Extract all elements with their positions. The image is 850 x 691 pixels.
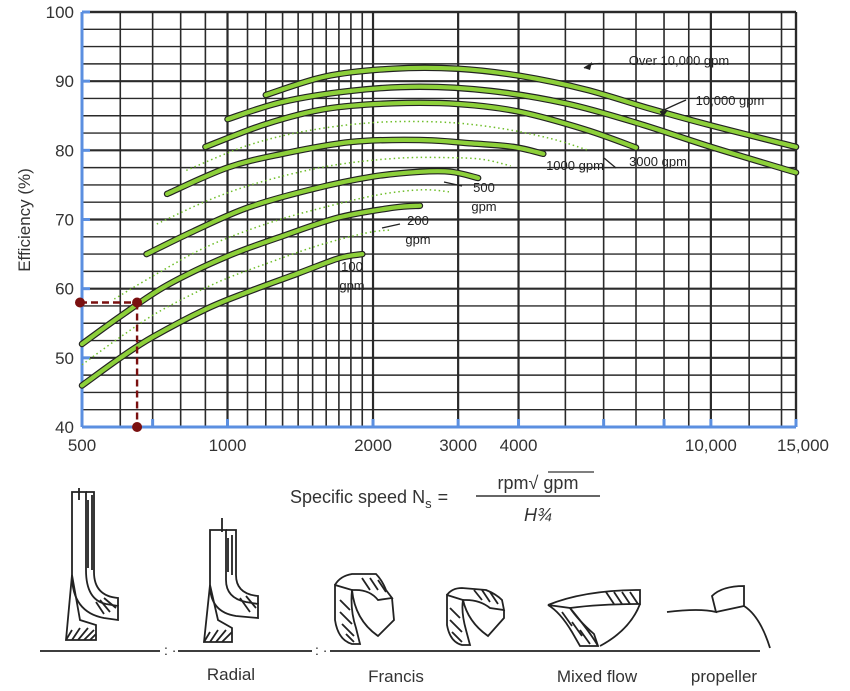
- curve-1000-gpm: [163, 136, 547, 198]
- y-tick-label: 40: [55, 418, 74, 437]
- pump-type-propeller: propeller: [691, 667, 757, 686]
- y-tick-label: 80: [55, 141, 74, 160]
- curve-label-text: 1000 gpm: [546, 158, 604, 173]
- curve-label-text: gpm: [405, 232, 430, 247]
- impeller-radial-tall: [65, 488, 119, 641]
- curve-over-10-000-gpm: [262, 64, 800, 151]
- y-axis-title: Efficiency (%): [15, 168, 34, 272]
- curve-labels: 100 gpm 200 gpm 500 gpm 1000 gpm 3000 gpm 10,000…: [339, 53, 764, 293]
- impeller-propeller: [666, 585, 771, 649]
- curve-label-text: Over 10,000 gpm: [629, 53, 729, 68]
- y-tick-labels: 40 50 60 70 80 90 100: [46, 3, 74, 437]
- marker-dot-y: [75, 297, 85, 308]
- y-tick-label: 60: [55, 280, 74, 299]
- curve-label-text: gpm: [471, 199, 496, 214]
- curve-line: [165, 137, 546, 196]
- break-mark-2: : ·: [315, 642, 327, 658]
- dotted-guide-curve: [113, 188, 450, 300]
- curve-line: [144, 168, 481, 257]
- curve-label-text: gpm: [339, 278, 364, 293]
- x-axis-title: Specific speed N: [290, 487, 425, 507]
- label-arrowhead: [584, 62, 592, 70]
- curve-line: [225, 84, 799, 175]
- x-axis-formula: Specific speed Ns = rpm√ gpm H¾: [290, 471, 600, 525]
- x-tick-label: 2000: [354, 436, 392, 455]
- break-mark-1: : ·: [164, 642, 176, 658]
- curve-200-gpm: [78, 202, 424, 348]
- label-arrowhead: [660, 110, 668, 117]
- curve-outline: [78, 250, 366, 389]
- formula-denominator: H¾: [524, 505, 552, 525]
- x-axis-equals: =: [438, 487, 449, 507]
- curve-label-text: 3000 gpm: [629, 154, 687, 169]
- curve-line: [79, 203, 422, 347]
- curve-label-text: 10,000 gpm: [696, 93, 765, 108]
- curve-label-text: 100: [341, 259, 363, 274]
- curve-10-000-gpm: [224, 83, 800, 176]
- curve-line: [263, 65, 799, 149]
- x-tick-label: 500: [68, 436, 96, 455]
- pump-type-radial: Radial: [207, 665, 255, 684]
- pump-type-labels: Radial Francis Mixed flow propeller: [207, 665, 758, 686]
- impeller-sketches: : · : ·: [40, 488, 771, 658]
- x-tick-label: 15,000: [777, 436, 829, 455]
- reading-marker: [75, 297, 143, 432]
- y-tick-label: 50: [55, 349, 74, 368]
- marker-dot-point: [132, 297, 143, 308]
- curve-line: [79, 252, 365, 388]
- label-leader-line: [603, 157, 617, 169]
- curve-3000-gpm: [202, 99, 640, 151]
- impeller-radial-short: [203, 518, 259, 643]
- x-tick-label: 4000: [500, 436, 538, 455]
- impeller-francis-narrow: [446, 587, 506, 646]
- svg-text:Specific speed Ns=: Specific speed Ns =: [290, 487, 448, 511]
- axes: [80, 10, 798, 429]
- label-leader-line: [443, 181, 463, 187]
- label-leader-line: [381, 223, 401, 229]
- curve-label-text: 500: [473, 180, 495, 195]
- pump-type-mixed-flow: Mixed flow: [557, 667, 638, 686]
- y-tick-label: 70: [55, 211, 74, 230]
- x-tick-label: 10,000: [685, 436, 737, 455]
- x-axis-subscript: s: [425, 496, 432, 511]
- grid: [80, 10, 798, 429]
- pump-type-francis: Francis: [368, 667, 424, 686]
- curve-500-gpm: [143, 167, 482, 258]
- curve-label-text: 200: [407, 213, 429, 228]
- x-tick-label: 3000: [439, 436, 477, 455]
- x-tick-labels: 500 1000 2000 3000 4000 10,000 15,000: [68, 436, 829, 455]
- curve-100-gpm: [78, 250, 366, 389]
- curve-line: [203, 100, 639, 150]
- curves: [78, 64, 800, 389]
- impeller-francis-wide: [334, 573, 395, 645]
- marker-dot-x: [132, 422, 143, 432]
- x-tick-label: 1000: [209, 436, 247, 455]
- impeller-mixed-flow: [547, 589, 641, 647]
- formula-numerator: rpm√ gpm: [498, 473, 579, 493]
- y-tick-label: 100: [46, 3, 74, 22]
- y-tick-label: 90: [55, 72, 74, 91]
- label-leader-line: [659, 99, 687, 113]
- dotted-guides: [81, 120, 590, 366]
